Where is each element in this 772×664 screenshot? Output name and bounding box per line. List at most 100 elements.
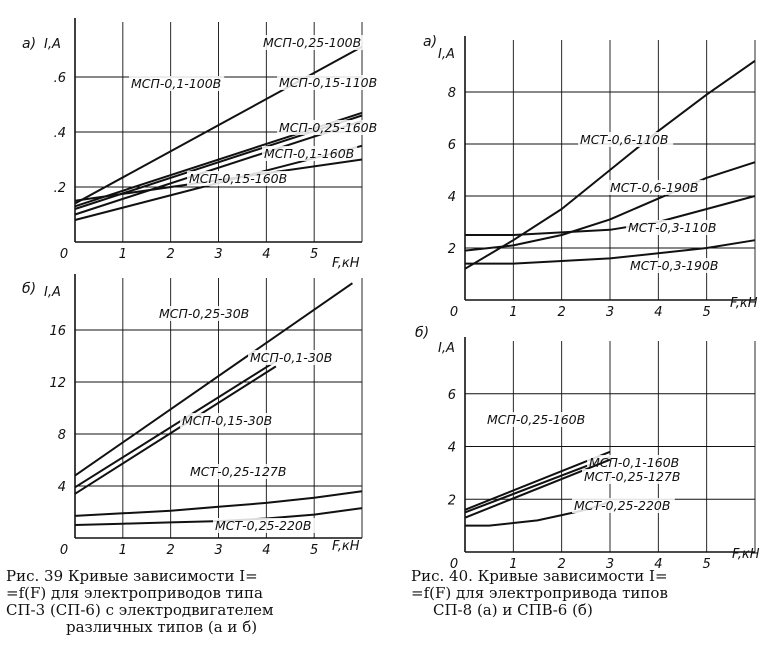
series-line: [465, 239, 756, 265]
series-label: МСП-0,15-110В: [279, 75, 377, 90]
series-label-bg: [157, 306, 253, 321]
x-tick-label: 3: [606, 557, 614, 572]
fig40-caption-line: Рис. 40. Кривые зависимости I=: [411, 567, 668, 585]
series-label: МСТ-0,6-110В: [580, 132, 668, 147]
x-tick-label: 4: [262, 247, 270, 262]
x-tick-label: 1: [119, 543, 127, 558]
series-label: МСП-0,25-30В: [159, 306, 249, 321]
series-label: МСП-0,15-30В: [182, 413, 272, 428]
series-label: МСТ-0,6-190В: [610, 180, 698, 195]
y-tick-label: 2: [448, 493, 456, 508]
series-line: [74, 120, 363, 216]
x-tick-label: 4: [262, 543, 270, 558]
x-tick-label: 4: [654, 557, 662, 572]
fig40-caption-line: =f(F) для электропривода типов: [411, 584, 668, 602]
y-tick-label: 8: [448, 86, 456, 101]
series-label: МСП-0,1-100В: [131, 76, 221, 91]
y-tick-label: .2: [54, 181, 66, 196]
series-label-bg: [608, 180, 704, 195]
x-tick-label: 0: [60, 543, 68, 558]
x-tick-label: 0: [450, 557, 458, 572]
panel-letter: б): [415, 325, 429, 341]
panel-letter: б): [22, 281, 36, 297]
x-tick-label: 1: [509, 557, 517, 572]
series-label-bg: [248, 350, 336, 365]
y-axis-label: I,A: [44, 285, 61, 300]
series-line: [74, 282, 353, 477]
series-label-bg: [582, 469, 685, 484]
x-axis-label: F,кН: [332, 256, 360, 271]
series-label: МСП-0,25-100В: [263, 35, 361, 50]
series-label-bg: [572, 498, 675, 513]
series-label-bg: [129, 76, 225, 91]
series-label-bg: [187, 171, 290, 186]
series-label-bg: [261, 35, 364, 50]
fig39-caption-line: СП-3 (СП-6) с электродвигателем: [6, 601, 274, 619]
y-tick-label: 12: [49, 376, 66, 391]
series-label-bg: [277, 75, 380, 90]
x-tick-label: 3: [214, 543, 222, 558]
series-line: [74, 360, 277, 489]
x-tick-label: 0: [60, 247, 68, 262]
series-label-bg: [578, 132, 674, 147]
series-label: МСТ-0,25-220В: [215, 518, 311, 533]
fig39-caption-line: Рис. 39 Кривые зависимости I=: [6, 567, 258, 585]
x-tick-label: 3: [606, 305, 614, 320]
y-tick-label: 6: [448, 138, 456, 153]
series-label-bg: [262, 146, 358, 161]
series-label: МСТ-0,25-127В: [190, 464, 286, 479]
x-tick-label: 3: [214, 247, 222, 262]
series-label-bg: [485, 412, 588, 427]
series-label: МСТ-0,3-110В: [628, 220, 716, 235]
x-tick-label: 5: [310, 543, 318, 558]
series-line: [464, 161, 756, 252]
panel-letter: а): [22, 36, 36, 52]
series-label: МСТ-0,25-220В: [574, 498, 670, 513]
x-tick-label: 1: [119, 247, 127, 262]
y-tick-label: 2: [448, 242, 456, 257]
series-line: [464, 59, 756, 270]
series-line: [464, 450, 611, 511]
x-tick-label: 5: [703, 305, 711, 320]
y-tick-label: 4: [448, 441, 456, 456]
x-tick-label: 0: [450, 305, 458, 320]
x-tick-label: 2: [167, 247, 175, 262]
series-line: [464, 456, 611, 514]
y-tick-label: 8: [58, 428, 66, 443]
series-label: МСП-0,25-160В: [487, 412, 585, 427]
fig39-caption: Рис. 39 Кривые зависимости I= =f(F) для …: [6, 568, 362, 636]
x-tick-label: 1: [509, 305, 517, 320]
series-label-bg: [188, 464, 291, 479]
series-label-bg: [213, 518, 316, 533]
series-line: [74, 45, 363, 205]
fig39-caption-line: =f(F) для электроприводов типа: [6, 584, 263, 602]
fig40-caption-line: СП-8 (а) и СПВ-6 (б): [433, 601, 593, 619]
series-label: МСП-0,15-160В: [189, 171, 287, 186]
fig40-panel-b: 0 1 2 3 4 5 2 4 6 б) I,A F,кН МСП-0,25-160В МСП-0,1-1…: [415, 325, 760, 572]
x-tick-label: 2: [558, 557, 566, 572]
panel-letter: а): [423, 34, 437, 50]
x-tick-label: 4: [654, 305, 662, 320]
x-axis-label: F,кН: [730, 296, 758, 311]
series-label-bg: [180, 413, 276, 428]
fig39-panel-a: 0 1 2 3 4 5 .2 .4 .6 а) I,A F,кН МСП-0,25-100В МСП-0,…: [22, 18, 380, 271]
series-label: МСП-0,1-160В: [264, 146, 354, 161]
fig40-caption: Рис. 40. Кривые зависимости I= =f(F) для…: [411, 568, 761, 619]
y-tick-label: 6: [448, 388, 456, 403]
series-label: МСП-0,1-30В: [250, 350, 332, 365]
x-tick-label: 2: [558, 305, 566, 320]
series-label: МСТ-0,3-190В: [630, 258, 718, 273]
x-axis-label: F,кН: [332, 539, 360, 554]
series-line: [74, 365, 277, 495]
series-label-bg: [626, 220, 722, 235]
series-label: МСП-0,25-160В: [279, 120, 377, 135]
series-line: [74, 490, 363, 517]
series-label-bg: [277, 120, 380, 135]
y-tick-label: 4: [58, 480, 66, 495]
x-tick-label: 2: [167, 543, 175, 558]
y-tick-label: .6: [54, 71, 66, 86]
y-tick-label: 16: [49, 324, 66, 339]
x-tick-label: 5: [703, 557, 711, 572]
x-tick-label: 5: [310, 247, 318, 262]
